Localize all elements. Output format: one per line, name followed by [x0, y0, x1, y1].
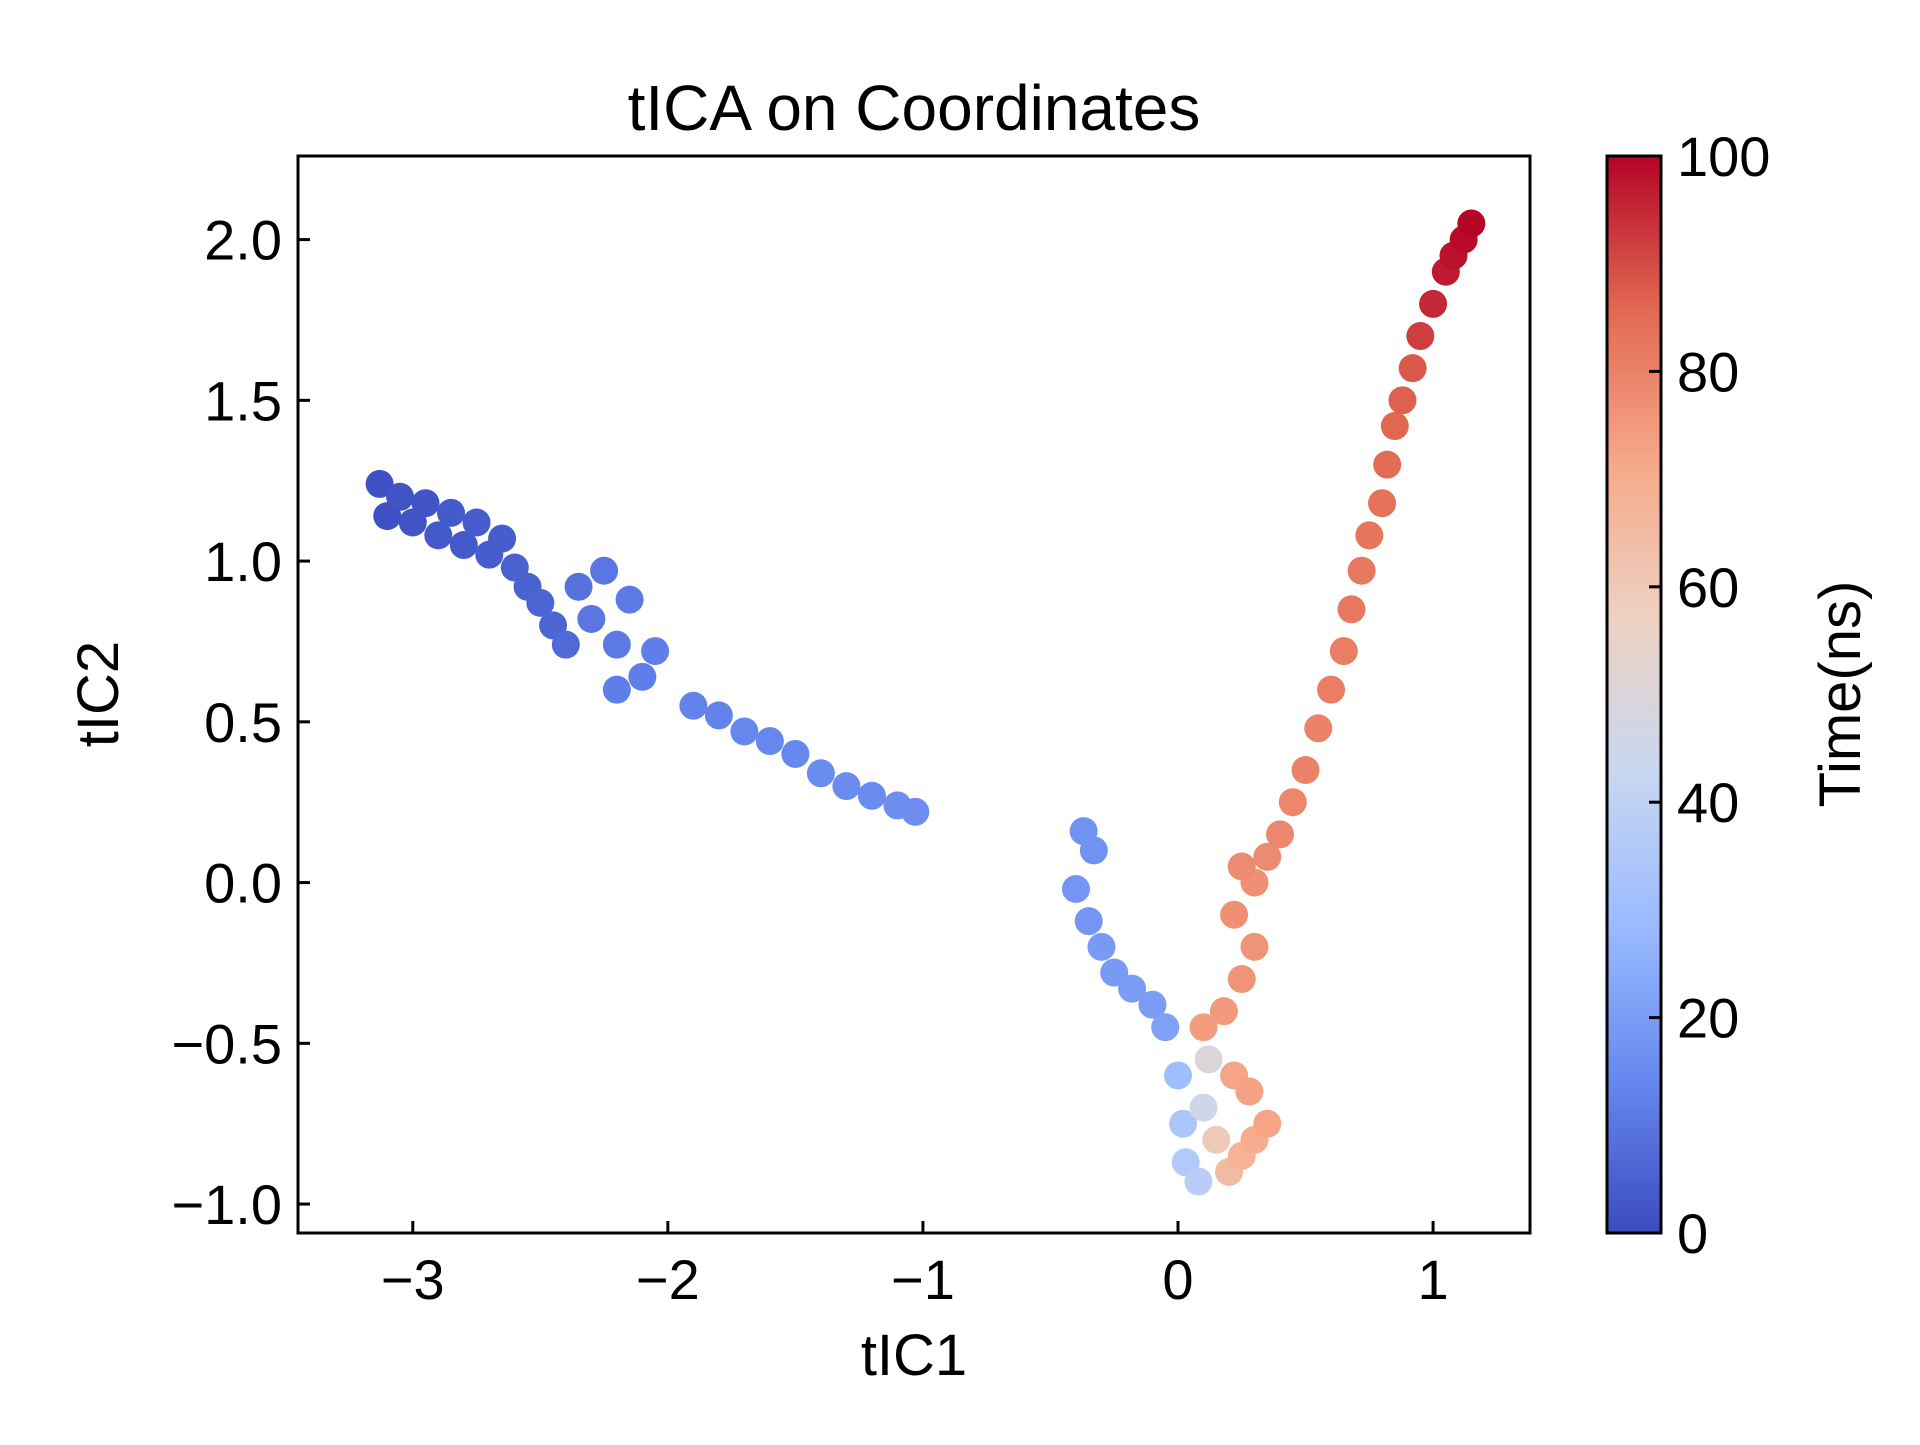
x-tick-label: 0	[1162, 1248, 1193, 1311]
scatter-point	[1194, 1045, 1223, 1074]
scatter-point	[1253, 842, 1282, 871]
scatter-point	[1457, 209, 1486, 238]
scatter-point	[1189, 1013, 1218, 1042]
x-tick-label: −1	[891, 1248, 955, 1311]
scatter-point	[901, 797, 930, 826]
scatter-point	[628, 662, 657, 691]
y-tick-label: 1.0	[204, 530, 282, 593]
x-tick-label: −2	[636, 1248, 700, 1311]
scatter-point	[1227, 852, 1256, 881]
scatter-point	[781, 739, 810, 768]
scatter-point	[1398, 354, 1427, 383]
scatter-point	[1266, 820, 1295, 849]
scatter-point	[1235, 1077, 1264, 1106]
colorbar-tick-label: 60	[1677, 556, 1739, 619]
scatter-points	[365, 209, 1486, 1196]
scatter-point	[832, 772, 861, 801]
scatter-point	[755, 727, 784, 756]
scatter-point	[1304, 714, 1333, 743]
scatter-point	[1184, 1167, 1213, 1196]
y-tick-label: 2.0	[204, 209, 282, 272]
scatter-point	[1164, 1061, 1192, 1090]
colorbar-axis: 0 20 40 60 80 100	[1649, 125, 1770, 1265]
scatter-point	[1278, 788, 1307, 817]
scatter-point	[1317, 675, 1346, 704]
scatter-point	[1253, 1109, 1282, 1138]
colorbar-tick-label: 20	[1677, 987, 1739, 1050]
scatter-point	[1373, 450, 1402, 479]
scatter-point	[1406, 322, 1435, 351]
scatter-point	[679, 691, 708, 720]
scatter-point	[615, 585, 644, 614]
scatter-point	[1209, 997, 1238, 1026]
scatter-point	[1087, 932, 1116, 961]
x-axis-label: tIC1	[861, 1323, 967, 1388]
colorbar-tick-label: 0	[1677, 1202, 1708, 1265]
y-axis: −1.0 −0.5 0.0 0.5 1.0 1.5 2.0	[171, 209, 310, 1236]
scatter-point	[590, 556, 619, 585]
scatter-point	[1419, 289, 1448, 318]
scatter-point	[1118, 974, 1147, 1003]
x-axis: −3 −2 −1 0 1	[381, 1221, 1449, 1311]
scatter-point	[1355, 521, 1384, 550]
scatter-point	[526, 588, 555, 617]
colorbar-label: Time(ns)	[1808, 581, 1873, 808]
scatter-point	[857, 781, 886, 810]
plot-frame	[296, 154, 1532, 1235]
scatter-point	[1388, 386, 1417, 415]
colorbar-tick-label: 100	[1677, 125, 1770, 188]
scatter-point	[365, 469, 394, 498]
x-tick-label: −3	[381, 1248, 445, 1311]
scatter-point	[1061, 875, 1090, 904]
scatter-point	[462, 508, 491, 537]
scatter-point	[1380, 412, 1409, 441]
scatter-point	[577, 604, 606, 633]
y-axis-label: tIC2	[66, 641, 131, 747]
y-tick-label: −0.5	[171, 1012, 282, 1075]
chart-title: tICA on Coordinates	[628, 72, 1201, 144]
scatter-point	[1074, 907, 1103, 936]
y-tick-label: 1.5	[204, 369, 282, 432]
scatter-point	[602, 630, 631, 659]
scatter-point	[411, 489, 440, 518]
y-tick-label: 0.5	[204, 691, 282, 754]
scatter-point	[1220, 900, 1249, 929]
scatter-point	[488, 524, 517, 553]
scatter-point	[1347, 556, 1376, 585]
scatter-point	[1291, 756, 1320, 785]
scatter-point	[1329, 637, 1358, 666]
colorbar-tick-label: 80	[1677, 340, 1739, 403]
scatter-point	[1169, 1109, 1198, 1138]
scatter-point	[1100, 958, 1129, 987]
scatter-point	[1368, 489, 1397, 518]
colorbar-tick-label: 40	[1677, 771, 1739, 834]
scatter-point	[449, 531, 478, 560]
scatter-point	[641, 637, 670, 666]
scatter-point	[1079, 836, 1108, 865]
scatter-point	[386, 482, 415, 511]
scatter-point	[704, 701, 733, 730]
scatter-point	[437, 498, 466, 527]
y-tick-label: 0.0	[204, 852, 282, 915]
y-tick-label: −1.0	[171, 1173, 282, 1236]
scatter-point	[551, 630, 580, 659]
x-tick-label: 1	[1417, 1248, 1448, 1311]
scatter-point	[730, 717, 759, 746]
scatter-point	[424, 521, 453, 550]
scatter-point	[1151, 1013, 1180, 1042]
scatter-point	[564, 572, 593, 601]
colorbar	[1605, 154, 1663, 1235]
scatter-point	[1240, 932, 1269, 961]
scatter-point	[806, 759, 835, 788]
scatter-point	[602, 675, 631, 704]
scatter-point	[1202, 1125, 1231, 1154]
scatter-point	[1138, 990, 1167, 1019]
scatter-point	[1337, 595, 1366, 624]
scatter-point	[1227, 965, 1256, 994]
scatter-point	[1189, 1093, 1218, 1122]
